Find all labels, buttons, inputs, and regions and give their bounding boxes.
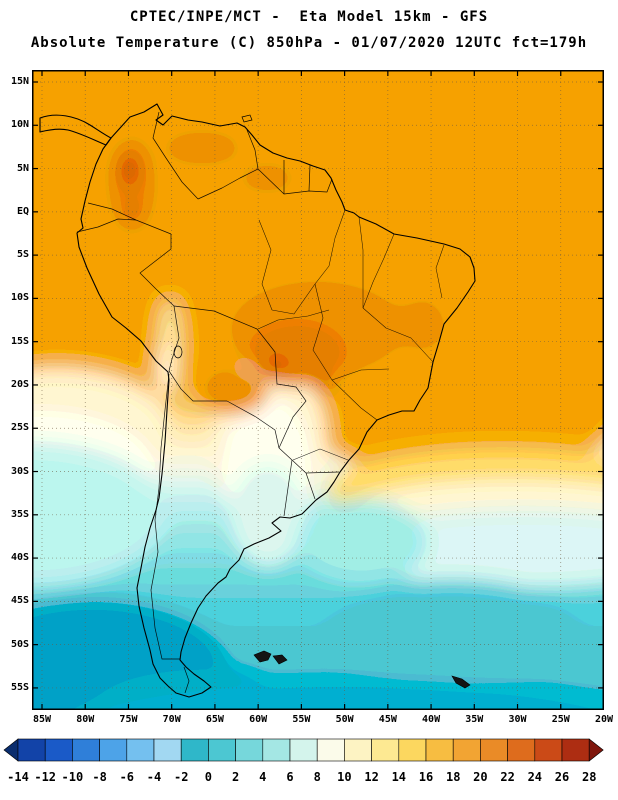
lon-label-30W: 30W	[502, 714, 534, 725]
colorbar-cell	[508, 739, 535, 761]
lat-label-10N: 10N	[2, 119, 29, 130]
lon-label-85W: 85W	[26, 714, 58, 725]
lat-label-30S: 30S	[2, 466, 29, 477]
lon-label-25W: 25W	[545, 714, 577, 725]
colorbar-tick-label: -2	[174, 770, 188, 784]
lon-label-35W: 35W	[458, 714, 490, 725]
temperature-field	[32, 70, 604, 710]
lon-label-45W: 45W	[372, 714, 404, 725]
lat-label-5S: 5S	[2, 249, 29, 260]
lat-label-10S: 10S	[2, 292, 29, 303]
colorbar-tick-label: 22	[500, 770, 514, 784]
colorbar-cell	[4, 739, 18, 761]
colorbar-tick-label: 0	[205, 770, 212, 784]
colorbar-tick-label: 26	[555, 770, 569, 784]
map-container	[32, 70, 604, 710]
colorbar-tick-label: 6	[286, 770, 293, 784]
lon-label-55W: 55W	[285, 714, 317, 725]
lon-label-70W: 70W	[156, 714, 188, 725]
lat-label-20S: 20S	[2, 379, 29, 390]
lat-label-15S: 15S	[2, 336, 29, 347]
colorbar-cell	[344, 739, 371, 761]
lat-label-55S: 55S	[2, 682, 29, 693]
colorbar-tick-label: -8	[92, 770, 106, 784]
colorbar-tick-label: -6	[120, 770, 134, 784]
colorbar-tick-label: 20	[473, 770, 487, 784]
colorbar-tick-label: 10	[337, 770, 351, 784]
map-subtitle: Absolute Temperature (C) 850hPa - 01/07/…	[0, 35, 618, 51]
south-america-map	[32, 70, 604, 710]
lon-label-50W: 50W	[329, 714, 361, 725]
colorbar-cell	[154, 739, 181, 761]
colorbar-svg: -14-12-10-8-6-4-202468101214161820222426…	[0, 737, 618, 797]
colorbar-cell	[236, 739, 263, 761]
colorbar-tick-label: 4	[259, 770, 266, 784]
colorbar-cell	[290, 739, 317, 761]
lat-label-5N: 5N	[2, 163, 29, 174]
colorbar-tick-label: 16	[419, 770, 433, 784]
colorbar-cell	[18, 739, 45, 761]
colorbar-tick-label: -12	[34, 770, 56, 784]
colorbar-tick-label: -10	[62, 770, 84, 784]
colorbar-cell	[263, 739, 290, 761]
colorbar-tick-label: 18	[446, 770, 460, 784]
colorbar-cell	[426, 739, 453, 761]
colorbar-cell	[317, 739, 344, 761]
colorbar-cell	[100, 739, 127, 761]
colorbar-container: -14-12-10-8-6-4-202468101214161820222426…	[0, 737, 618, 797]
colorbar-cell	[535, 739, 562, 761]
lat-label-40S: 40S	[2, 552, 29, 563]
colorbar-tick-label: 2	[232, 770, 239, 784]
lat-label-EQ: EQ	[2, 206, 29, 217]
lon-label-40W: 40W	[415, 714, 447, 725]
colorbar-tick-label: -4	[147, 770, 161, 784]
lat-label-50S: 50S	[2, 639, 29, 650]
lon-label-80W: 80W	[69, 714, 101, 725]
weather-map-page: CPTEC/INPE/MCT - Eta Model 15km - GFS Ab…	[0, 0, 618, 800]
colorbar-tick-label: -14	[7, 770, 29, 784]
lon-label-75W: 75W	[112, 714, 144, 725]
colorbar-cell	[562, 739, 589, 761]
colorbar-cell	[208, 739, 235, 761]
colorbar-cell	[399, 739, 426, 761]
colorbar-cell	[372, 739, 399, 761]
colorbar-tick-label: 24	[528, 770, 542, 784]
map-title: CPTEC/INPE/MCT - Eta Model 15km - GFS	[0, 9, 618, 25]
colorbar-cell	[453, 739, 480, 761]
colorbar-cell	[127, 739, 154, 761]
lat-label-15N: 15N	[2, 76, 29, 87]
colorbar-cell	[589, 739, 603, 761]
lat-label-35S: 35S	[2, 509, 29, 520]
lat-label-45S: 45S	[2, 595, 29, 606]
colorbar-tick-label: 28	[582, 770, 596, 784]
lat-label-25S: 25S	[2, 422, 29, 433]
colorbar-cell	[72, 739, 99, 761]
colorbar-cell	[181, 739, 208, 761]
colorbar-tick-label: 14	[392, 770, 406, 784]
colorbar-cell	[45, 739, 72, 761]
colorbar-tick-label: 8	[314, 770, 321, 784]
lon-label-20W: 20W	[588, 714, 618, 725]
colorbar-cell	[480, 739, 507, 761]
colorbar-tick-label: 12	[364, 770, 378, 784]
lon-label-65W: 65W	[199, 714, 231, 725]
lon-label-60W: 60W	[242, 714, 274, 725]
